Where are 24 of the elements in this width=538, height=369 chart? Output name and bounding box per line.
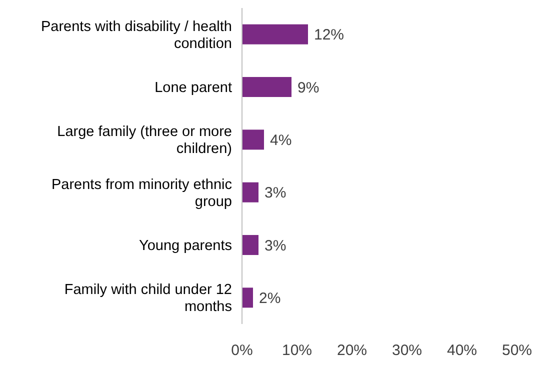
bar [242, 24, 308, 44]
data-label: 9% [298, 79, 320, 96]
y-tick-label: Parents with disability / health condition [40, 18, 232, 52]
x-tick-label: 40% [446, 342, 478, 359]
data-label: 2% [259, 290, 281, 307]
y-tick-label: Lone parent [154, 80, 232, 96]
data-label: 4% [270, 132, 292, 149]
x-tick-label: 0% [231, 342, 253, 359]
y-tick-label: Parents from minority ethnic group [51, 176, 232, 210]
bar [242, 234, 258, 256]
x-tick-label: 50% [502, 342, 532, 359]
bar [242, 182, 258, 202]
data-label: 3% [264, 184, 286, 202]
y-tick-label: Large family (three or more children) [57, 124, 232, 158]
bar [242, 288, 253, 308]
bar [242, 130, 264, 150]
data-label: 3% [264, 237, 286, 254]
data-label: 12% [314, 26, 344, 44]
y-tick-label: Young parents [139, 238, 232, 254]
bar [242, 76, 292, 98]
x-tick-label: 10% [282, 342, 312, 359]
x-tick-label: 30% [392, 342, 422, 359]
x-tick-label: 20% [336, 342, 368, 359]
y-tick-label: Family with child under 12 months [64, 282, 232, 316]
